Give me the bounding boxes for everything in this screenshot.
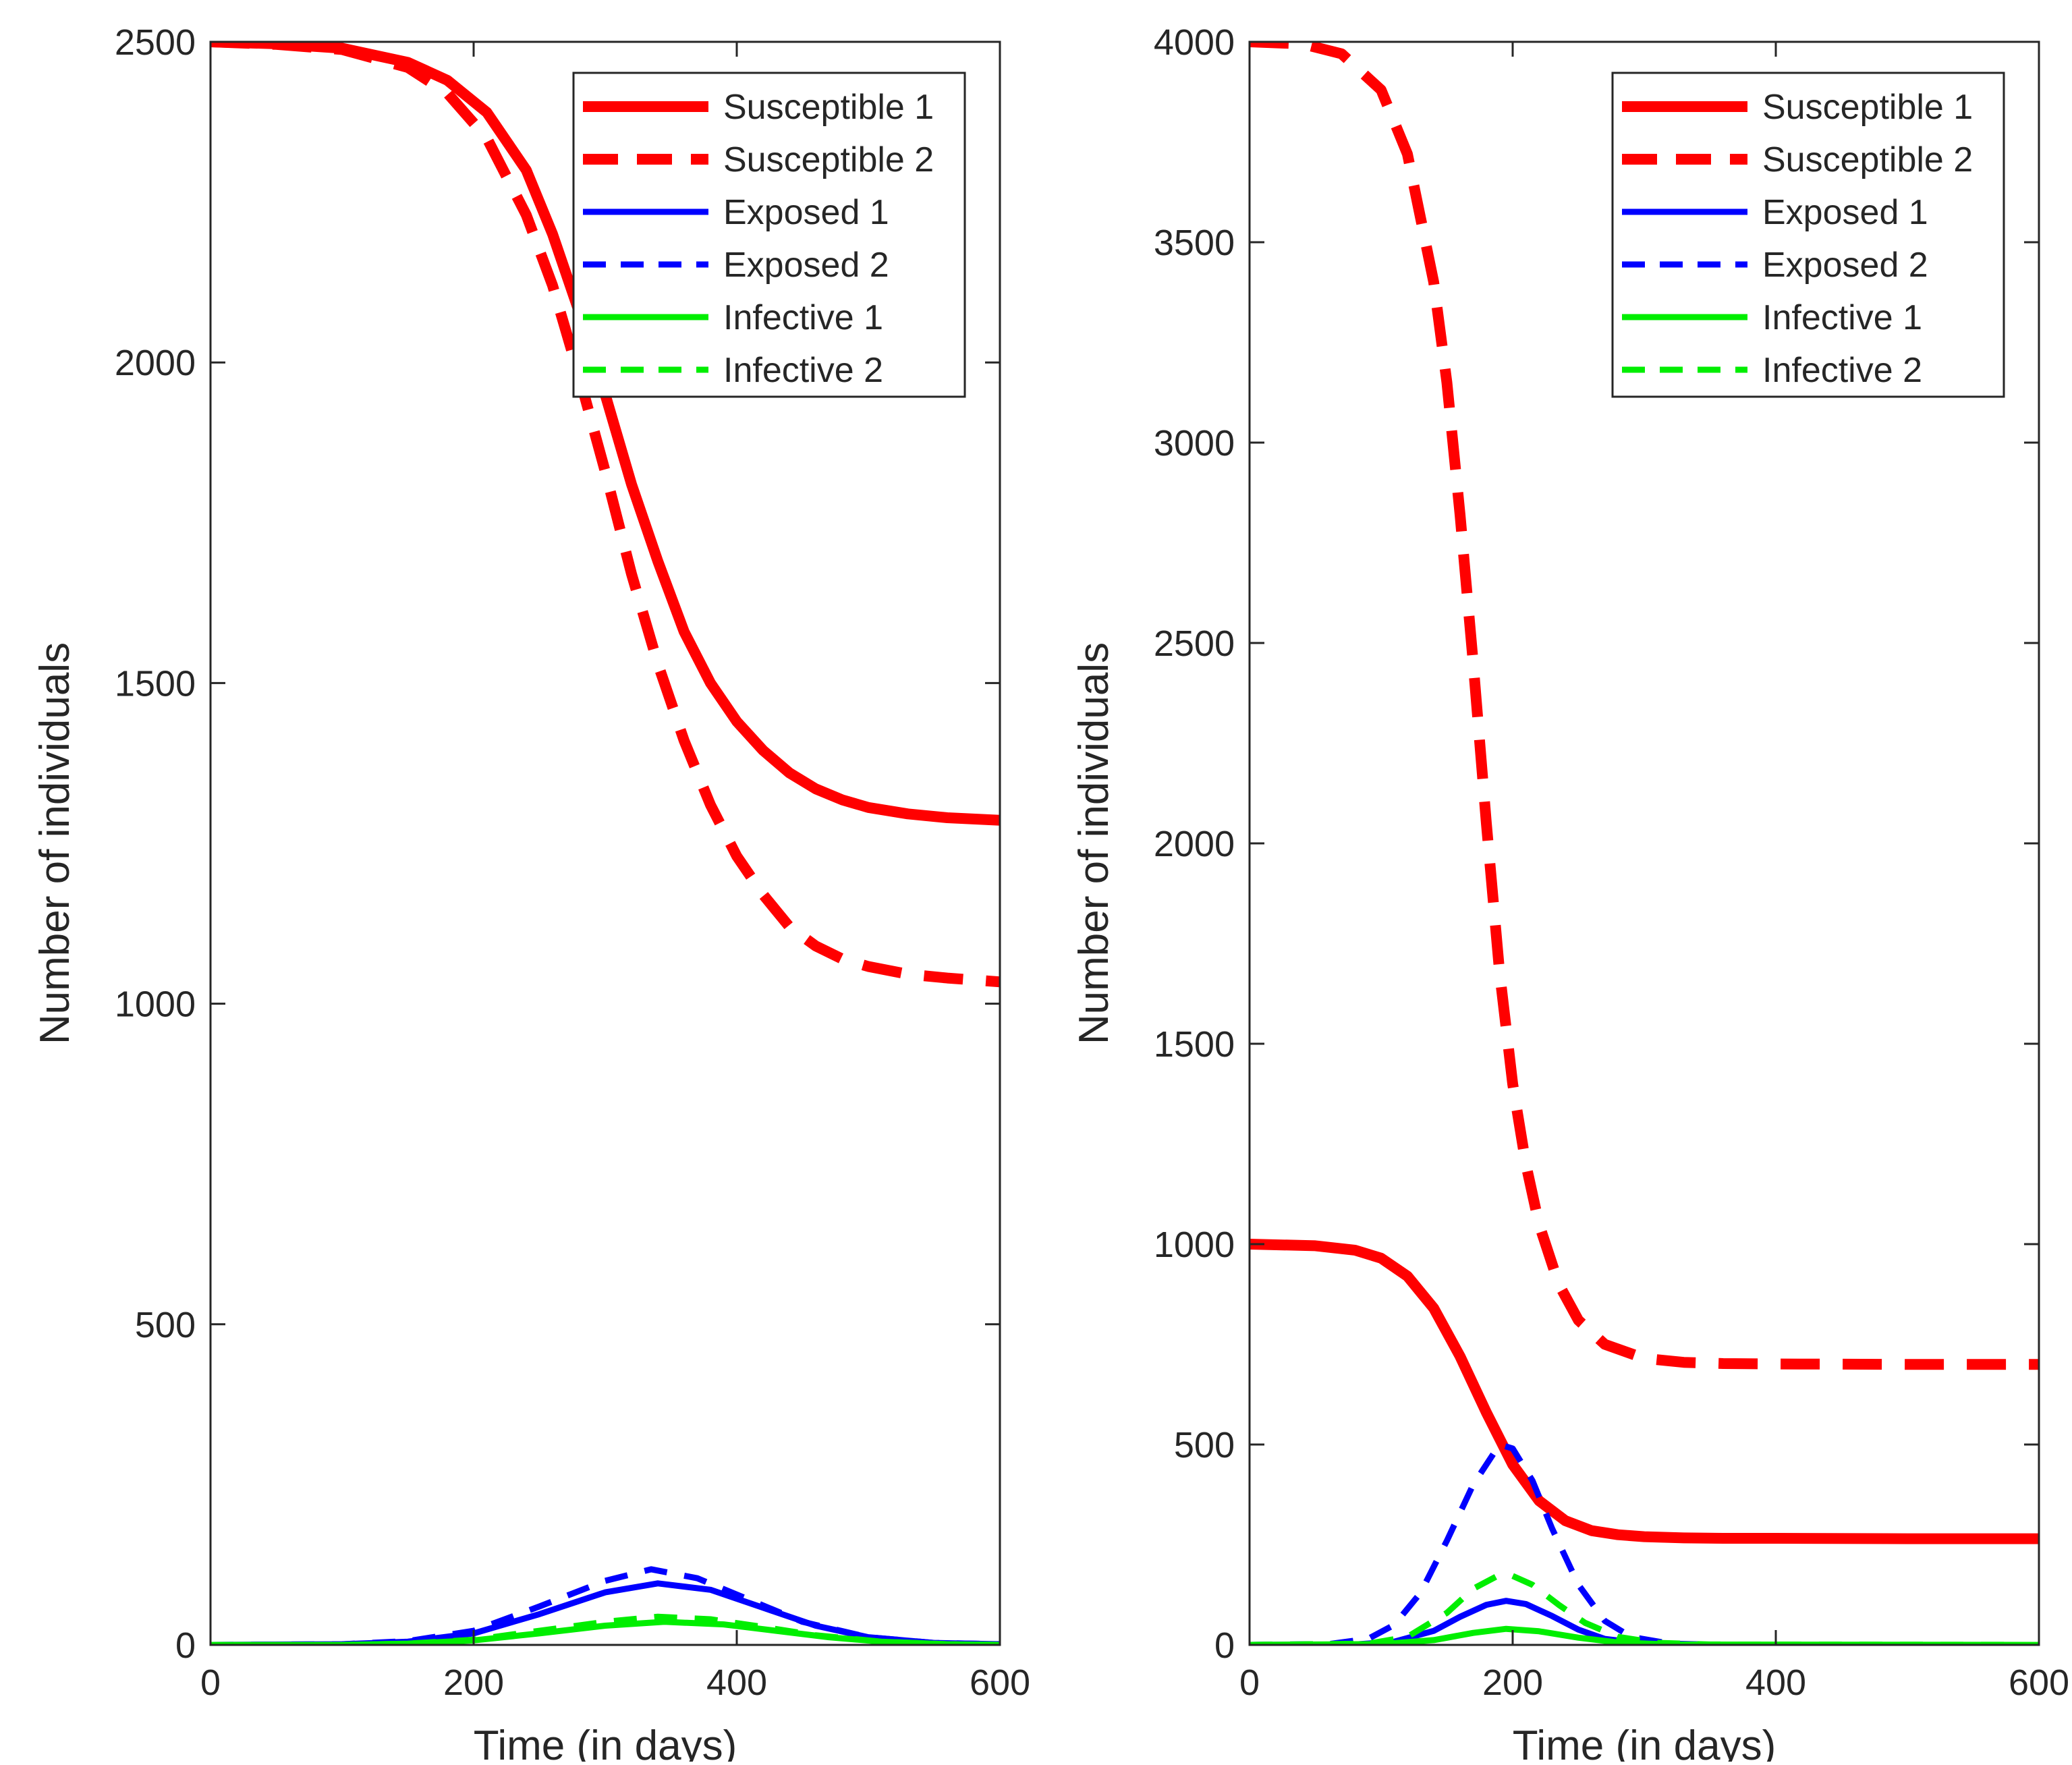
series-group-right (1250, 42, 2039, 1645)
legend-label-infective-2: Infective 2 (1762, 351, 1922, 390)
y-axis-label: Number of individuals (32, 642, 78, 1044)
panel-left: 0 200 400 600 0 500 1000 1500 2000 2500 Time (in d… (32, 22, 1030, 1765)
legend-label-susceptible-1: Susceptible 1 (723, 88, 934, 127)
y-tick-label: 1000 (115, 984, 196, 1025)
series-line-infective-1 (211, 1619, 1000, 1645)
x-tick-label: 600 (970, 1662, 1030, 1703)
y-axis-label: Number of individuals (1071, 642, 1117, 1044)
legend-label-exposed-2: Exposed 2 (723, 246, 889, 285)
legend-label-exposed-2: Exposed 2 (1762, 246, 1928, 285)
legend-label-susceptible-2: Susceptible 2 (723, 140, 934, 179)
y-tick-label: 4000 (1154, 22, 1235, 63)
y-tick-label: 2000 (115, 343, 196, 383)
y-tick-label: 500 (1174, 1425, 1235, 1465)
legend-right: Susceptible 1 Susceptible 2 Exposed 1 Expos… (1611, 72, 2005, 398)
series-line-infective-2 (1250, 1571, 2039, 1645)
y-tick-label: 500 (135, 1305, 196, 1345)
legend-label-susceptible-1: Susceptible 1 (1762, 88, 1973, 127)
y-tick-label: 3500 (1154, 223, 1235, 263)
x-tick-label: 0 (1239, 1662, 1260, 1703)
x-tick-label: 600 (2009, 1662, 2069, 1703)
series-line-exposed-2 (211, 1566, 1000, 1645)
series-line-susceptible-1 (1250, 1239, 2039, 1544)
series-line-infective-2 (211, 1613, 1000, 1645)
legend-label-exposed-1: Exposed 1 (723, 193, 889, 232)
y-tick-label: 2000 (1154, 824, 1235, 864)
x-tick-label: 0 (200, 1662, 221, 1703)
legend-label-infective-1: Infective 1 (1762, 298, 1922, 337)
series-line-susceptible-1 (211, 42, 1000, 826)
y-tick-label: 1500 (115, 663, 196, 704)
x-axis-label: Time (in days) (1513, 1722, 1776, 1762)
series-group-left (211, 42, 1000, 1645)
x-tick-label: 200 (443, 1662, 504, 1703)
y-tick-label: 3000 (1154, 423, 1235, 464)
legend-box (572, 72, 966, 398)
y-tick-label: 1000 (1154, 1225, 1235, 1265)
legend-left: Susceptible 1 Susceptible 2 Exposed 1 Expos… (572, 72, 966, 398)
x-tick-label: 400 (706, 1662, 767, 1703)
legend-label-exposed-1: Exposed 1 (1762, 193, 1928, 232)
panel-right: 0 200 400 600 0 500 1000 1500 2000 2500 3000 3500 40… (1071, 22, 2069, 1765)
y-tick-label: 2500 (1154, 623, 1235, 664)
y-tick-label: 0 (175, 1625, 196, 1666)
x-tick-label: 400 (1745, 1662, 1806, 1703)
legend-box (1611, 72, 2005, 398)
series-line-infective-1 (1250, 1625, 2039, 1645)
x-axis-label: Time (in days) (474, 1722, 737, 1762)
axes-box-left (209, 40, 1001, 1646)
y-tick-label: 1500 (1154, 1024, 1235, 1065)
legend-label-susceptible-2: Susceptible 2 (1762, 140, 1973, 179)
series-line-susceptible-2 (1250, 42, 2039, 1370)
legend-label-infective-1: Infective 1 (723, 298, 883, 337)
x-tick-label: 200 (1482, 1662, 1543, 1703)
legend-label-infective-2: Infective 2 (723, 351, 883, 390)
y-tick-label: 2500 (115, 22, 196, 63)
y-tick-label: 0 (1214, 1625, 1235, 1666)
